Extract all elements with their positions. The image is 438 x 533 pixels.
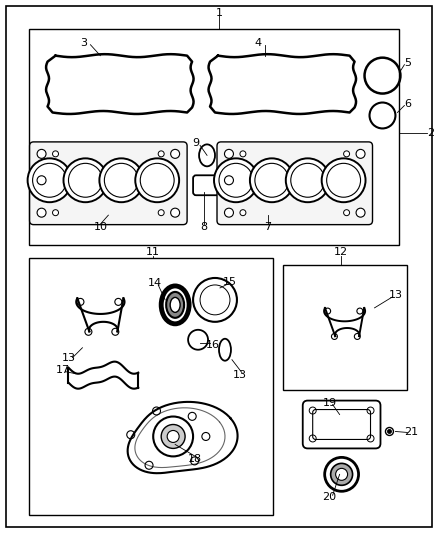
Text: 13: 13 <box>61 353 75 363</box>
Circle shape <box>331 463 353 486</box>
Circle shape <box>53 209 59 216</box>
Circle shape <box>356 208 365 217</box>
Circle shape <box>321 158 366 202</box>
Text: 21: 21 <box>404 427 418 438</box>
Text: 19: 19 <box>322 398 337 408</box>
Text: 18: 18 <box>188 455 202 464</box>
Circle shape <box>167 431 179 442</box>
Bar <box>28 258 273 515</box>
Circle shape <box>343 209 350 216</box>
Circle shape <box>37 149 46 158</box>
Text: 5: 5 <box>404 58 411 68</box>
Text: 13: 13 <box>233 370 247 379</box>
Circle shape <box>291 163 325 197</box>
FancyBboxPatch shape <box>217 142 372 224</box>
Circle shape <box>388 430 392 433</box>
Circle shape <box>140 163 174 197</box>
Circle shape <box>104 163 138 197</box>
Text: 7: 7 <box>264 222 272 232</box>
Bar <box>283 265 407 390</box>
Circle shape <box>53 151 59 157</box>
Text: 2: 2 <box>427 128 434 139</box>
Circle shape <box>171 208 180 217</box>
Circle shape <box>99 158 143 202</box>
Circle shape <box>158 209 164 216</box>
Text: 14: 14 <box>148 278 162 288</box>
Circle shape <box>255 163 289 197</box>
Circle shape <box>161 424 185 448</box>
Circle shape <box>28 158 71 202</box>
Text: 6: 6 <box>404 99 411 109</box>
Text: 4: 4 <box>254 38 261 48</box>
Text: 8: 8 <box>201 222 208 232</box>
Text: 10: 10 <box>93 222 107 232</box>
Text: 11: 11 <box>146 247 160 257</box>
Circle shape <box>225 208 233 217</box>
Circle shape <box>240 209 246 216</box>
Circle shape <box>219 163 253 197</box>
FancyBboxPatch shape <box>30 142 187 224</box>
Circle shape <box>240 151 246 157</box>
Text: 1: 1 <box>215 8 223 18</box>
Circle shape <box>250 158 294 202</box>
Text: 17: 17 <box>56 365 70 375</box>
Circle shape <box>336 469 348 480</box>
Circle shape <box>225 149 233 158</box>
Text: 12: 12 <box>334 247 348 257</box>
Circle shape <box>153 416 193 456</box>
Circle shape <box>225 176 233 185</box>
Circle shape <box>37 176 46 185</box>
Circle shape <box>32 163 67 197</box>
Circle shape <box>64 158 107 202</box>
Bar <box>28 29 399 245</box>
Circle shape <box>343 151 350 157</box>
Circle shape <box>37 208 46 217</box>
Circle shape <box>356 149 365 158</box>
Circle shape <box>158 151 164 157</box>
Circle shape <box>327 163 360 197</box>
Circle shape <box>135 158 179 202</box>
Text: 15: 15 <box>223 277 237 287</box>
Text: 16: 16 <box>206 340 220 350</box>
Text: 13: 13 <box>389 290 403 300</box>
Circle shape <box>171 149 180 158</box>
Circle shape <box>68 163 102 197</box>
Text: 9: 9 <box>193 139 200 148</box>
Ellipse shape <box>170 297 180 312</box>
Circle shape <box>286 158 330 202</box>
Ellipse shape <box>166 292 184 318</box>
Text: 20: 20 <box>322 492 337 502</box>
Text: 3: 3 <box>80 38 87 48</box>
Circle shape <box>214 158 258 202</box>
